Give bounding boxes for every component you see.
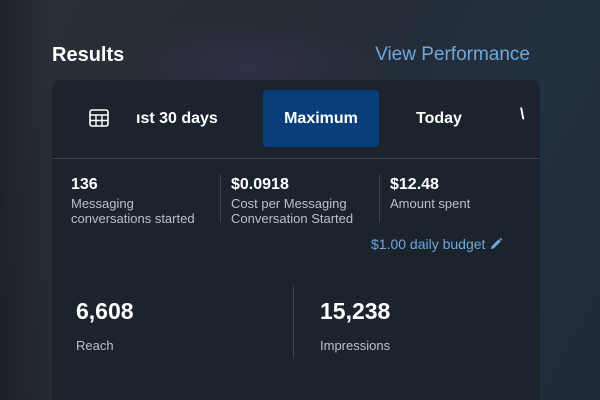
view-performance-link[interactable]: View Performance [375,44,530,65]
results-header: Results View Performance [52,40,530,70]
tab-maximum[interactable]: Maximum [263,90,379,147]
tab-today[interactable]: Today [416,110,462,127]
reach-value: 6,608 [76,298,134,324]
results-card: ıst 30 days Maximum Today \ 136 Messagin… [52,80,540,400]
stat-value: $12.48 [390,176,439,193]
reach-label: Reach [76,338,114,353]
divider [293,285,294,358]
stat-messaging-conversations: 136 Messaging conversations started [71,176,195,226]
daily-budget-label: $1.00 daily budget [371,236,486,252]
tab-last-30-days[interactable]: ıst 30 days [136,110,218,127]
stat-label-line1: Messaging [71,196,134,211]
page-title: Results [52,43,125,66]
impressions-label: Impressions [320,338,391,353]
stat-label-line2: Conversation Started [231,211,354,226]
pencil-icon[interactable] [489,237,503,251]
background-vignette [0,0,52,400]
tab-maximum-label: Maximum [284,109,358,127]
stat-cost-per-conversation: $0.0918 Cost per Messaging Conversation … [231,176,353,226]
stat-value: 136 [71,176,98,193]
stat-label-line1: Cost per Messaging [231,196,347,211]
impressions-metric: 15,238 Impressions [320,298,390,353]
tab-overflow[interactable]: \ [520,106,525,123]
date-range-tabs: ıst 30 days Maximum Today \ [52,80,540,159]
stat-label-line2: conversations started [71,211,195,226]
stat-amount-spent: $12.48 Amount spent [390,176,470,211]
impressions-value: 15,238 [320,298,391,324]
divider [220,174,221,222]
divider [379,174,380,222]
daily-budget-link[interactable]: $1.00 daily budget [371,236,503,252]
stat-label-line1: Amount spent [390,196,471,211]
stat-value: $0.0918 [231,176,289,193]
reach-metric: 6,608 Reach [76,298,134,353]
calendar-icon[interactable] [88,107,110,129]
